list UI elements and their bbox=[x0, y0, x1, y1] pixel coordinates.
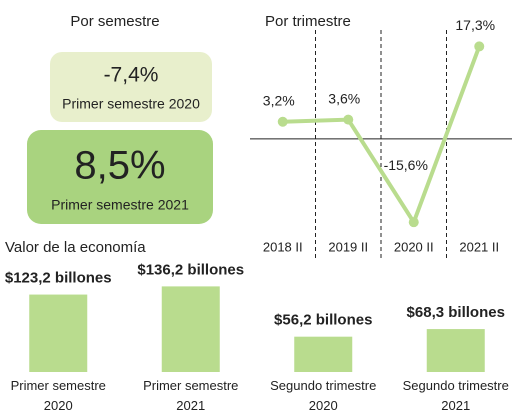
point bbox=[408, 217, 419, 228]
value-label: $136,2 billones bbox=[137, 261, 244, 278]
chart-title: Valor de la economía bbox=[5, 239, 146, 256]
x-tick-label: 2021 II bbox=[459, 239, 499, 254]
value-label: 17,3% bbox=[455, 17, 495, 33]
box-value: -7,4% bbox=[104, 64, 159, 87]
x-tick-label: Primer semestre 2020 bbox=[10, 378, 106, 413]
line bbox=[282, 45, 482, 227]
value-label: 3,2% bbox=[263, 92, 295, 108]
box-caption: Primer semestre 2020 bbox=[62, 96, 200, 112]
semester-title: Por semestre bbox=[70, 13, 159, 30]
bar bbox=[426, 329, 485, 372]
chart-title: Por trimestre bbox=[265, 13, 351, 30]
box-value: 8,5% bbox=[74, 144, 165, 188]
bar bbox=[29, 294, 88, 372]
value-label: $68,3 billones bbox=[407, 304, 505, 321]
box bbox=[50, 52, 212, 122]
point bbox=[474, 41, 485, 52]
value-label: $123,2 billones bbox=[5, 270, 112, 287]
value-label: -15,6% bbox=[384, 157, 428, 173]
point bbox=[343, 114, 354, 125]
value-label: $56,2 billones bbox=[274, 312, 372, 329]
box bbox=[27, 130, 213, 224]
x-tick-label: 2019 II bbox=[328, 239, 368, 254]
x-tick-label: 2018 II bbox=[263, 239, 303, 254]
x-tick-label: Primer semestre 2021 bbox=[143, 378, 239, 413]
bar bbox=[294, 336, 353, 372]
value-label: 3,6% bbox=[328, 90, 360, 106]
bar bbox=[161, 286, 220, 372]
x-tick-label: Segundo trimestre 2021 bbox=[402, 378, 509, 413]
x-tick-label: Segundo trimestre 2020 bbox=[270, 378, 377, 413]
x-tick-label: 2020 II bbox=[394, 239, 434, 254]
point bbox=[277, 116, 288, 127]
box-caption: Primer semestre 2021 bbox=[51, 197, 189, 213]
